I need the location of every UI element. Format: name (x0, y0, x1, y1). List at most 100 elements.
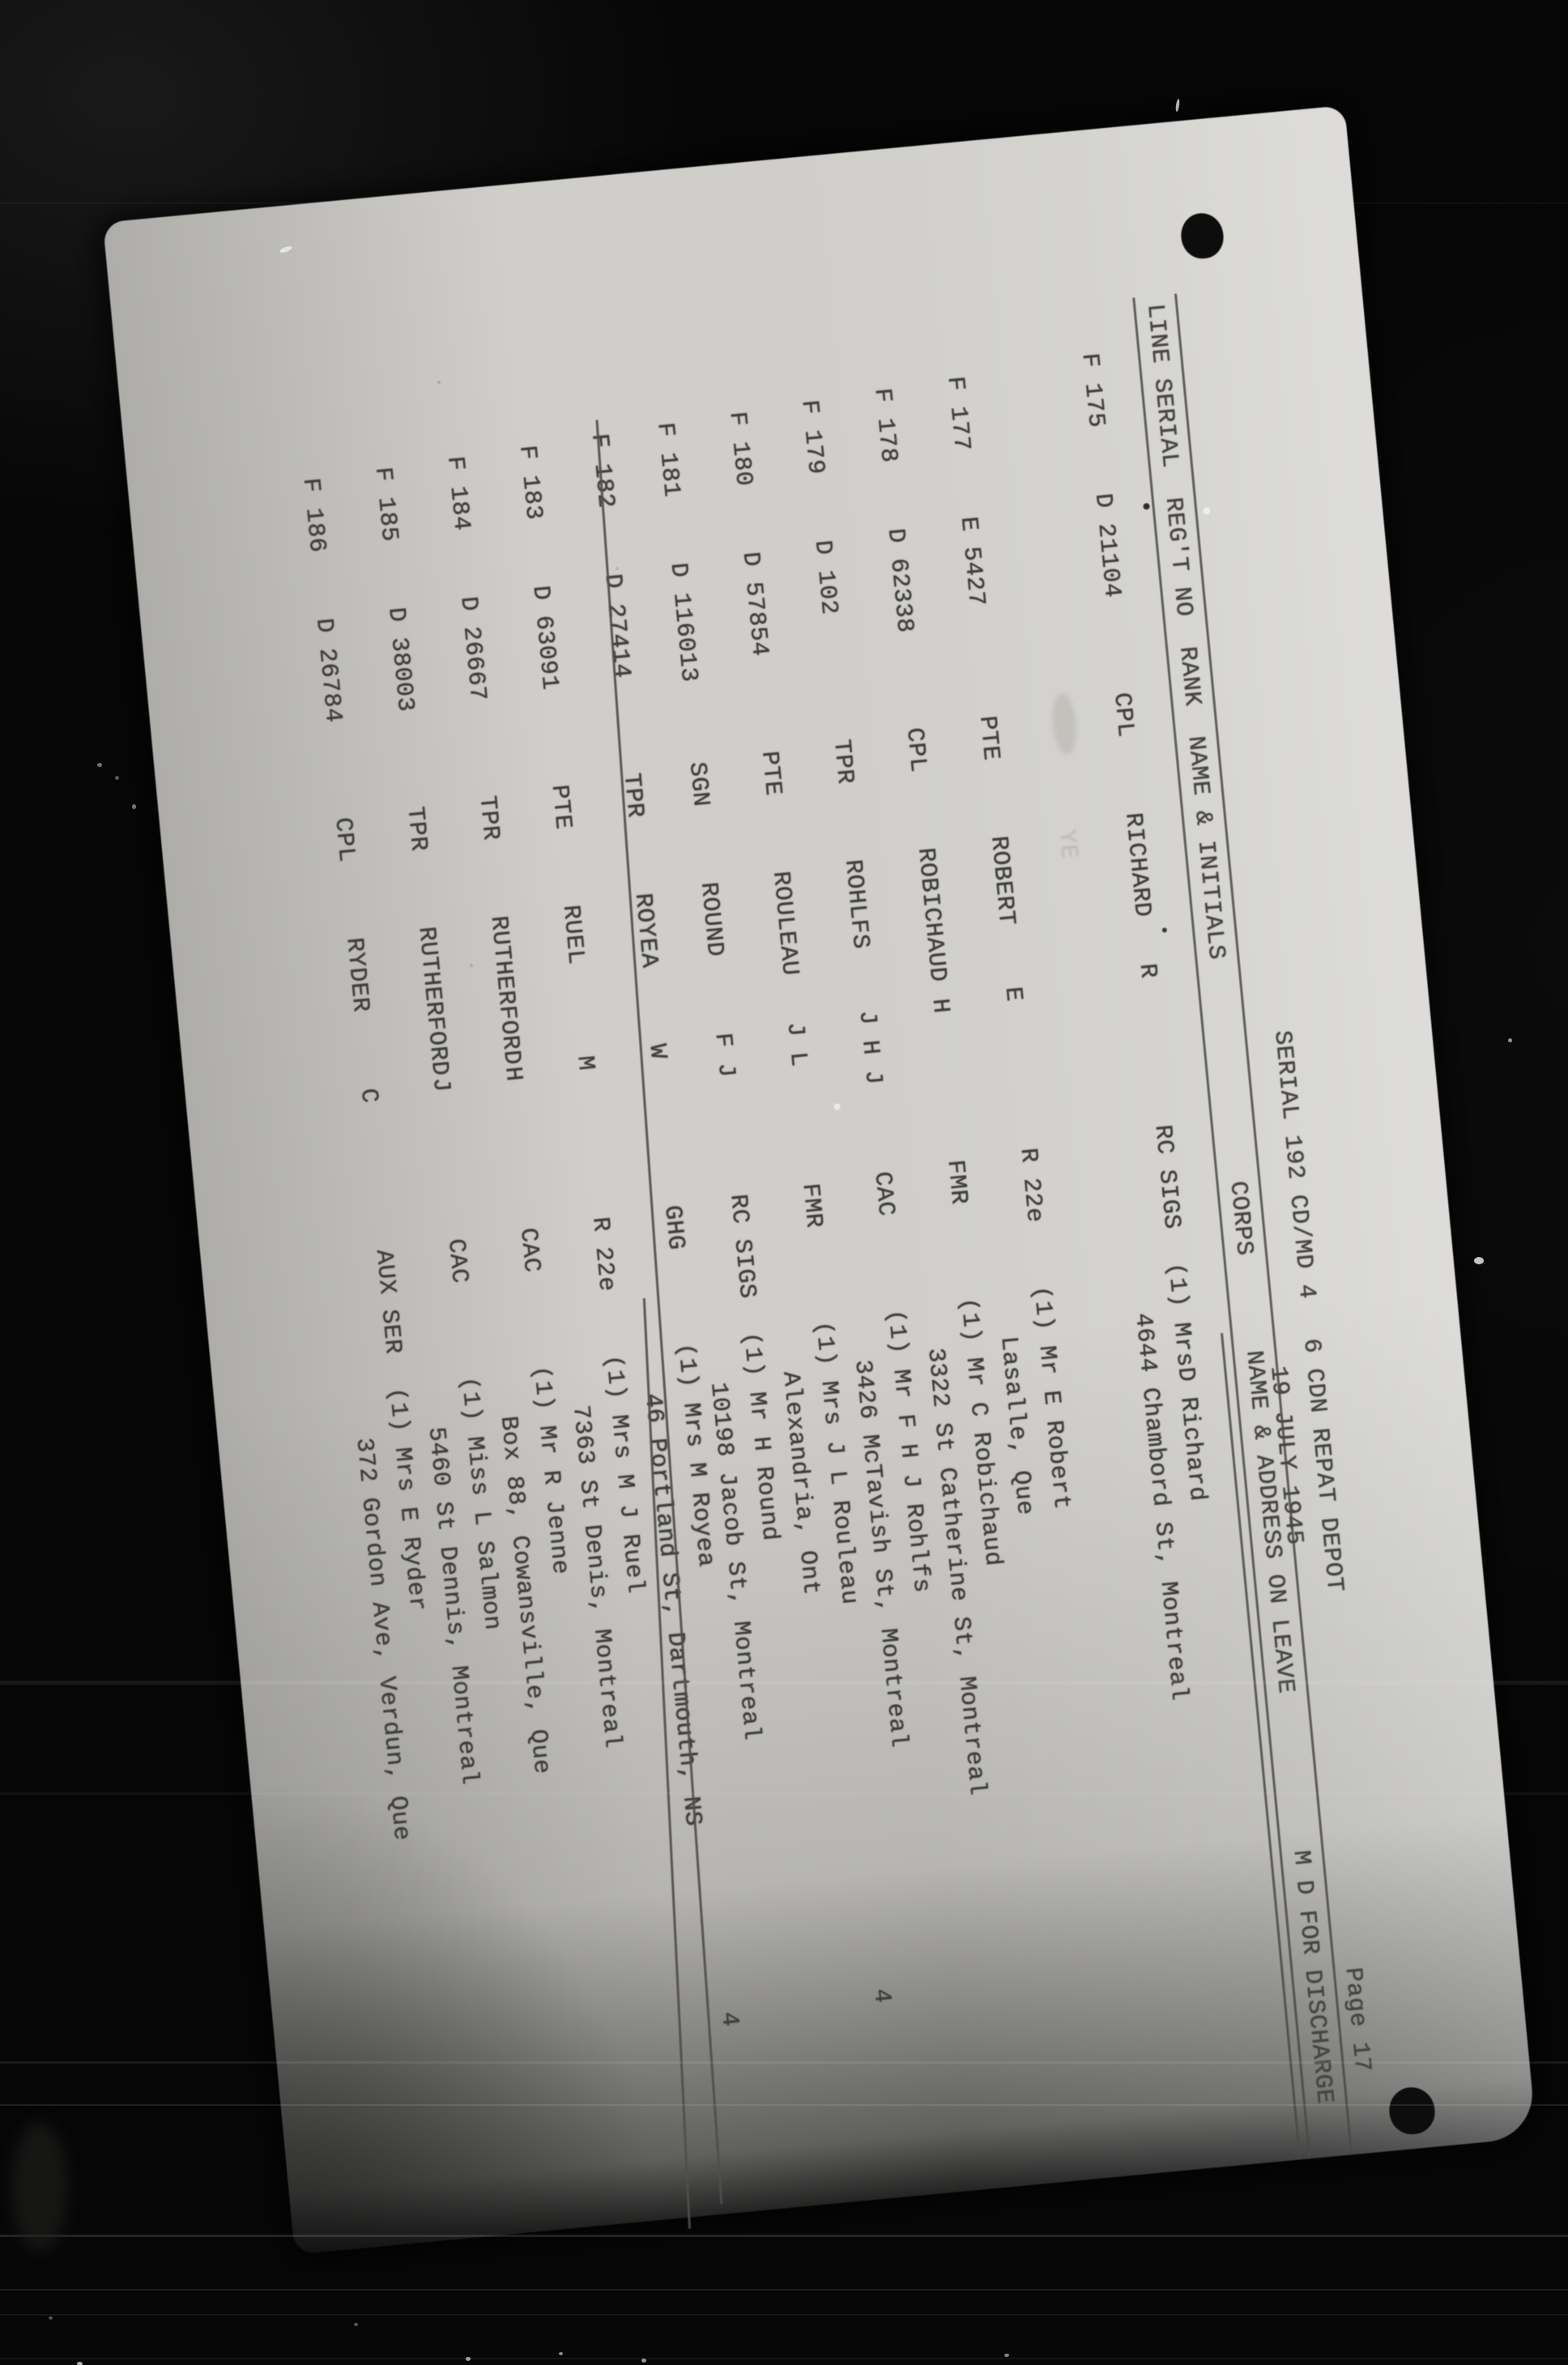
ink-speck (1161, 927, 1168, 933)
cell-corps: CAC (867, 1170, 900, 1218)
strikethrough-line (595, 420, 723, 2205)
cell-initials: F J (708, 1031, 740, 1080)
table-rows: F 175 D 21104 CPL RICHARD R RC SIGS (1) MrsD R… (296, 105, 1536, 2229)
cell-surname: ROBICHAUD (911, 846, 952, 984)
cell-corps: GHG (658, 1204, 690, 1252)
scan-scratch-line (0, 2235, 1568, 2237)
cell-initials: J L (780, 1021, 812, 1068)
cell-surname: RYDER (339, 936, 374, 1014)
cell-surname: ROBERT (984, 834, 1020, 927)
cell-rank: CPL (328, 816, 360, 864)
cell-regt-no: E 5427 (953, 515, 991, 608)
cell-regt-no: D 116013 (663, 561, 703, 684)
cell-md-district: 4 (714, 2010, 744, 2029)
scan-speck (437, 381, 441, 384)
scan-scratch-line (0, 2358, 1568, 2359)
paper-glint (833, 1103, 841, 1110)
cell-regt-no: D 26667 (454, 594, 492, 703)
paper-glint (1202, 506, 1211, 515)
cell-regt-no: D 63091 (526, 584, 564, 692)
cell-rank: TPR (472, 794, 505, 842)
scan-speck (559, 2352, 563, 2355)
cell-initials: H (925, 997, 955, 1016)
cell-regt-no: D 57854 (735, 550, 773, 658)
scan-speck (1004, 2354, 1009, 2357)
cell-regt-no: D 26784 (309, 616, 347, 725)
page-title: SERIAL 192 CD/MD 4 (1268, 1029, 1321, 1301)
cell-corps: RC SIGS (723, 1192, 761, 1301)
scan-speck (895, 437, 898, 441)
cell-line-serial: F 179 (795, 398, 829, 476)
cell-surname: ROHLFS (838, 858, 875, 951)
scan-scratch-line (0, 1792, 1568, 1795)
cell-corps: RC SIGS (1148, 1123, 1186, 1231)
col-header-rank: RANK (1173, 645, 1206, 708)
scan-speck (470, 964, 473, 967)
cell-corps: R 22e (586, 1216, 620, 1293)
cell-line-serial: F 177 (940, 375, 976, 453)
cell-initials: C (353, 1087, 383, 1105)
cell-regt-no: D 27414 (598, 573, 636, 680)
cell-md-district: 4 (867, 1987, 896, 2005)
ink-speck (1143, 502, 1150, 510)
cell-corps: CAC (441, 1237, 473, 1285)
cell-initials: E (998, 985, 1028, 1004)
scan-speck (132, 804, 136, 809)
cell-rank: TPR (827, 738, 859, 786)
cell-address-2: Lasalle, Que (994, 1335, 1039, 1517)
cell-regt-no: D 62338 (880, 526, 918, 635)
cell-line-serial: F 178 (867, 386, 902, 465)
scan-speck (466, 2357, 471, 2361)
cell-surname: ROUND (693, 880, 729, 958)
scan-scratch-line (0, 2104, 1568, 2106)
cell-corps: R 22e (1013, 1146, 1049, 1225)
cell-corps: FMR (940, 1158, 973, 1206)
scan-smudge (11, 2122, 68, 2252)
cell-address-1: (1) Mr R Jenne (526, 1364, 574, 1576)
scan-speck (641, 2359, 646, 2363)
scan-speck (97, 763, 102, 767)
cell-initials: J (426, 1076, 455, 1094)
scan-speck (77, 2362, 83, 2365)
cell-address-1: (1) Mr H Round (736, 1331, 784, 1543)
cell-line-serial: F 180 (722, 410, 757, 488)
cell-rank: PTE (544, 783, 577, 831)
page-number: Page 17 (1338, 1966, 1376, 2073)
cell-initials: R (1132, 962, 1162, 980)
cell-regt-no: D 38003 (381, 606, 420, 714)
scan-speck (1474, 1257, 1484, 1264)
cell-line-serial: F 186 (296, 476, 331, 554)
cell-surname: RICHARD (1118, 811, 1157, 919)
cell-initials: M (570, 1054, 599, 1072)
col-header-corps: CORPS (1223, 1179, 1259, 1258)
cell-rank: PTE (754, 749, 787, 798)
cell-line-serial: F 181 (650, 421, 685, 499)
scan-speck (49, 2316, 53, 2320)
scan-speck (354, 2323, 358, 2326)
cell-rank: PTE (973, 714, 1005, 762)
scan-scratch-line (0, 1681, 1568, 1685)
scan-scratch-line (0, 2061, 1568, 2064)
cell-initials: H (498, 1065, 527, 1084)
cell-surname: RUTHERFORD (484, 914, 526, 1067)
cell-rank: TPR (400, 805, 432, 853)
cell-line-serial: F 184 (440, 454, 475, 533)
cell-surname: RUTHERFORD (411, 925, 454, 1078)
scan-scratch-line (0, 2314, 1568, 2316)
scan-speck (1508, 1038, 1512, 1042)
scan-speck (616, 567, 619, 570)
header-rule-top (1174, 293, 1353, 2155)
col-header-name-initials: NAME & INITIALS (1181, 735, 1230, 961)
cell-initials: W (642, 1042, 671, 1061)
scan-speck (115, 776, 119, 780)
cell-regt-no: D 102 (807, 539, 843, 616)
cell-corps: CAC (513, 1226, 546, 1274)
col-header-regt-no: REG'T NO (1158, 496, 1198, 619)
cell-initials: J H J (852, 1008, 888, 1087)
depot-line: 6 CDN REPAT DEPOT (1297, 1337, 1349, 1594)
punch-hole (1178, 211, 1225, 261)
cell-rank: CPL (900, 726, 932, 774)
cell-line-serial: F 175 (1075, 352, 1110, 429)
cell-regt-no: D 21104 (1088, 492, 1126, 599)
